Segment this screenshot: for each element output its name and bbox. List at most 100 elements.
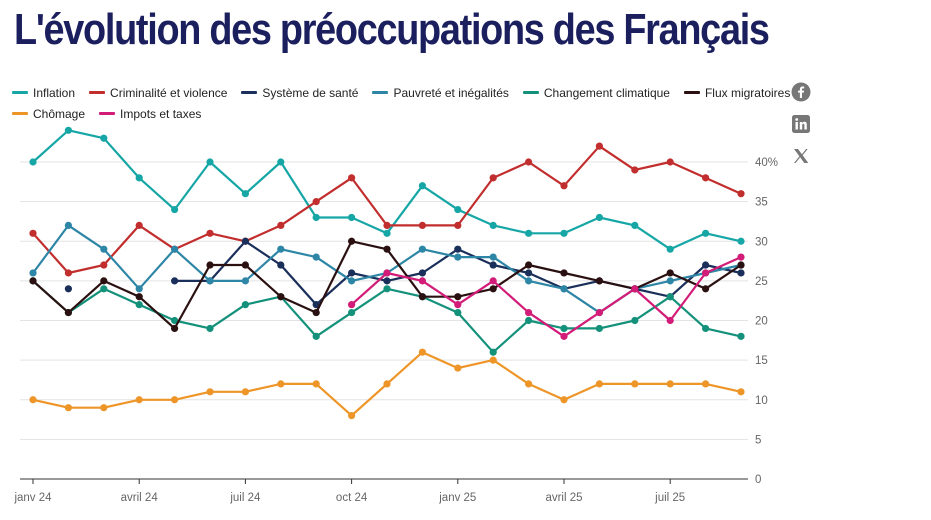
legend-swatch bbox=[683, 91, 700, 94]
data-point bbox=[418, 293, 426, 301]
legend-item-criminalite[interactable]: Criminalité et violence bbox=[89, 86, 227, 100]
data-point bbox=[418, 269, 426, 277]
data-point bbox=[631, 166, 639, 174]
data-point bbox=[737, 269, 745, 277]
data-point bbox=[737, 388, 745, 396]
data-point bbox=[206, 388, 214, 396]
legend-item-impots[interactable]: Impots et taxes bbox=[99, 107, 201, 121]
data-point bbox=[383, 229, 391, 237]
legend-swatch bbox=[241, 91, 258, 94]
x-share-button[interactable] bbox=[790, 145, 812, 167]
data-point bbox=[666, 269, 674, 277]
x-tick-label: oct 24 bbox=[336, 492, 368, 504]
data-point bbox=[64, 308, 72, 317]
data-point bbox=[100, 404, 108, 412]
data-point bbox=[277, 380, 285, 388]
x-tick-label: avril 24 bbox=[121, 492, 159, 504]
data-point bbox=[64, 269, 72, 277]
data-point bbox=[171, 324, 179, 333]
data-point bbox=[241, 301, 249, 309]
data-point bbox=[241, 277, 249, 285]
data-point bbox=[383, 269, 391, 277]
data-point bbox=[560, 269, 568, 277]
series-line bbox=[350, 256, 743, 338]
data-point bbox=[595, 308, 604, 317]
data-point bbox=[171, 277, 179, 285]
data-point bbox=[489, 348, 497, 356]
data-point bbox=[100, 245, 108, 253]
data-point bbox=[241, 190, 249, 198]
data-point bbox=[702, 285, 710, 293]
legend-item-migration[interactable]: Flux migratoires bbox=[683, 86, 790, 100]
legend-label: Inflation bbox=[33, 85, 76, 100]
data-point bbox=[312, 301, 320, 309]
data-point bbox=[312, 380, 320, 388]
data-point bbox=[277, 293, 285, 301]
data-point bbox=[737, 332, 745, 340]
data-point bbox=[489, 285, 497, 293]
legend-item-pauvrete[interactable]: Pauvreté et inégalités bbox=[372, 86, 509, 100]
data-point bbox=[64, 404, 72, 412]
data-point bbox=[525, 380, 533, 388]
data-point bbox=[666, 380, 674, 388]
legend-swatch bbox=[12, 91, 28, 94]
legend-swatch bbox=[99, 112, 116, 115]
data-point bbox=[631, 285, 639, 293]
data-point bbox=[64, 126, 72, 134]
data-point bbox=[454, 293, 462, 301]
facebook-icon bbox=[791, 82, 811, 102]
series-6 bbox=[29, 237, 745, 333]
data-point bbox=[100, 261, 108, 269]
data-point bbox=[702, 380, 710, 388]
data-point bbox=[135, 301, 143, 309]
data-point bbox=[525, 261, 533, 269]
y-tick-label: 40% bbox=[755, 157, 778, 169]
facebook-share-button[interactable] bbox=[790, 81, 812, 103]
legend-swatch bbox=[372, 91, 389, 94]
data-point bbox=[595, 380, 604, 388]
legend-label: Système de santé bbox=[262, 85, 359, 100]
data-point bbox=[418, 277, 426, 285]
data-point bbox=[312, 308, 320, 317]
y-tick-label: 10 bbox=[755, 395, 768, 407]
data-point bbox=[312, 332, 320, 340]
data-point bbox=[525, 229, 533, 237]
data-point bbox=[631, 221, 639, 229]
linkedin-share-button[interactable] bbox=[790, 113, 812, 135]
data-point bbox=[135, 396, 143, 404]
series-2 bbox=[29, 142, 745, 277]
data-point bbox=[241, 261, 249, 269]
data-point bbox=[631, 316, 639, 325]
x-tick-label: juil 24 bbox=[229, 492, 261, 504]
data-point bbox=[171, 205, 179, 214]
data-point bbox=[525, 316, 533, 325]
legend-item-chomage[interactable]: Chômage bbox=[12, 107, 85, 121]
data-point bbox=[348, 277, 356, 285]
data-point bbox=[595, 142, 604, 150]
series-8 bbox=[348, 253, 745, 340]
x-tick-label: avril 25 bbox=[545, 492, 582, 504]
data-point bbox=[418, 221, 426, 229]
data-point bbox=[348, 301, 356, 309]
data-point bbox=[348, 213, 356, 222]
data-point bbox=[525, 308, 533, 317]
data-point bbox=[171, 316, 179, 325]
legend-item-inflation[interactable]: Inflation bbox=[12, 86, 75, 100]
legend-item-climat[interactable]: Changement climatique bbox=[522, 86, 670, 100]
legend-label: Criminalité et violence bbox=[110, 85, 228, 100]
data-point bbox=[29, 277, 37, 285]
x-icon bbox=[794, 149, 809, 163]
data-point bbox=[312, 253, 320, 261]
legend-row-2: Chômage Impots et taxes bbox=[12, 103, 782, 124]
data-point bbox=[312, 198, 320, 206]
data-point bbox=[206, 261, 214, 269]
y-tick-label: 15 bbox=[755, 355, 768, 367]
legend-label: Chômage bbox=[33, 106, 86, 121]
data-point bbox=[206, 324, 214, 333]
legend-row-1: Inflation Criminalité et violence Systèm… bbox=[12, 82, 790, 103]
data-point bbox=[560, 229, 568, 237]
legend-swatch bbox=[522, 91, 539, 94]
legend-item-sante[interactable]: Système de santé bbox=[241, 86, 358, 100]
data-point bbox=[702, 324, 710, 333]
